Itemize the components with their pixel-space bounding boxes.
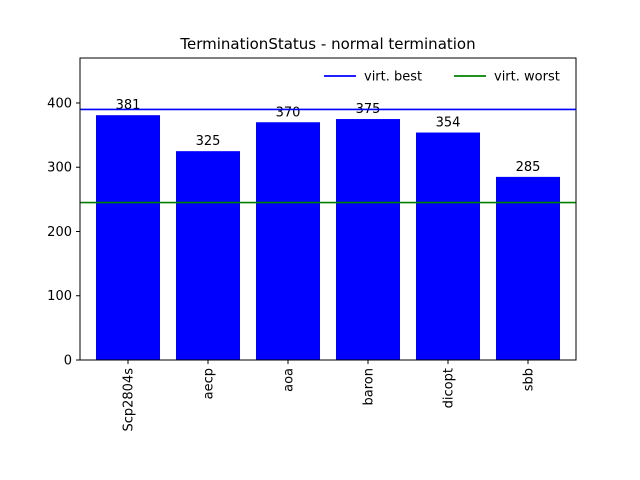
- y-tick-label: 200: [47, 225, 72, 240]
- plot-frame: [79, 57, 577, 361]
- bar-aoa: [256, 122, 320, 361]
- bar-sbb: [496, 176, 560, 360]
- bar-baron: [336, 119, 400, 360]
- bar-dicopt: [416, 132, 480, 360]
- y-tick-label: 0: [64, 354, 72, 369]
- bar-value-label: 325: [196, 134, 221, 149]
- legend-label: virt. best: [364, 70, 422, 85]
- chart-title: TerminationStatus - normal termination: [179, 35, 475, 53]
- legend-label: virt. worst: [494, 70, 560, 85]
- bar-Scp2804s: [96, 115, 160, 361]
- x-tick-label: baron: [362, 368, 377, 405]
- x-tick-label: aoa: [282, 368, 297, 392]
- bar-aecp: [176, 151, 240, 360]
- y-tick-label: 400: [47, 96, 72, 111]
- bar-value-label: 381: [116, 98, 141, 113]
- bar-value-label: 370: [276, 105, 301, 120]
- y-tick-label: 300: [47, 161, 72, 176]
- bar-value-label: 354: [436, 116, 461, 131]
- x-tick-label: sbb: [522, 368, 537, 391]
- x-tick-label: aecp: [202, 368, 217, 399]
- bar-value-label: 285: [516, 160, 541, 175]
- x-tick-label: dicopt: [442, 368, 457, 408]
- x-tick-label: Scp2804s: [122, 368, 137, 432]
- y-tick-label: 100: [47, 289, 72, 304]
